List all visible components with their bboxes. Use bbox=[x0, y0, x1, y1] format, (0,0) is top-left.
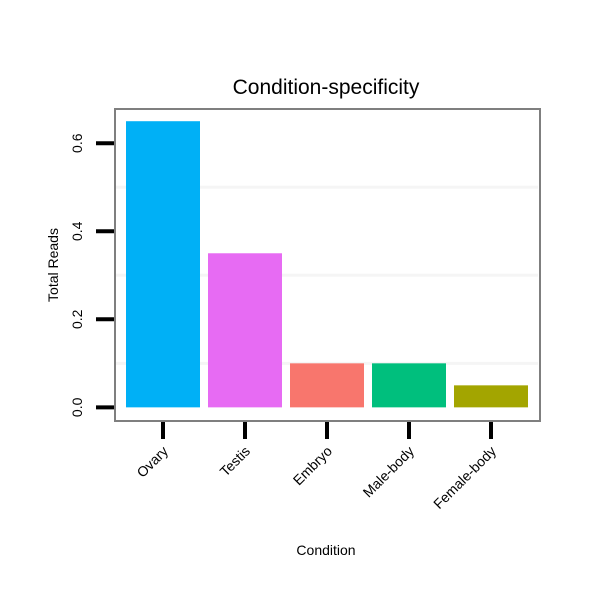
x-tick-label: Testis bbox=[216, 443, 253, 480]
y-tick-label: 0.4 bbox=[69, 221, 85, 241]
y-axis-label: Total Reads bbox=[45, 228, 61, 302]
plot-panel-border bbox=[114, 108, 541, 422]
y-tick-label: 0.0 bbox=[69, 397, 85, 417]
x-tick-label: Male-body bbox=[360, 443, 418, 501]
bar-female-body bbox=[454, 385, 528, 408]
x-axis-label: Condition bbox=[296, 542, 355, 558]
x-tick-label: Embryo bbox=[290, 443, 336, 489]
bar-male-body bbox=[372, 363, 446, 408]
chart-title: Condition-specificity bbox=[233, 76, 420, 99]
bar-embryo bbox=[290, 363, 364, 408]
x-tick-label: Female-body bbox=[430, 443, 499, 512]
bar-testis bbox=[208, 253, 282, 408]
bar-ovary bbox=[126, 121, 200, 408]
y-tick-label: 0.2 bbox=[69, 309, 85, 329]
y-tick-label: 0.6 bbox=[69, 133, 85, 153]
x-tick-label: Ovary bbox=[133, 443, 171, 481]
